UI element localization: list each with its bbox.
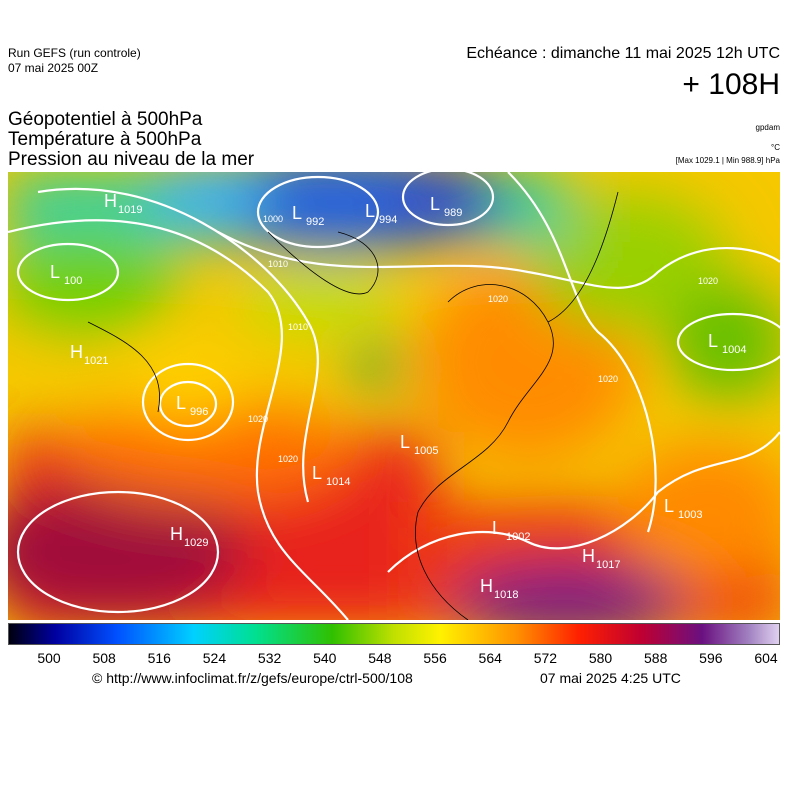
isobar-label: 1020 [248, 414, 268, 424]
isobar-label: 1020 [598, 374, 618, 384]
colorbar-label: 580 [588, 650, 613, 666]
colorbar-label: 556 [423, 650, 447, 666]
title: Géopotentiel à 500hPa [8, 109, 203, 130]
center-letter: L [492, 518, 502, 538]
pressure-center: L 1003 [664, 496, 702, 521]
colorbar-label: 540 [313, 650, 337, 666]
center-value: 1019 [118, 204, 142, 216]
pressure-center: L 996 [176, 393, 208, 418]
colorbar-label: 532 [257, 650, 282, 666]
colorbar-label: 596 [699, 650, 723, 666]
center-letter: H [70, 342, 83, 362]
pressure-center: L 994 [365, 201, 397, 226]
center-letter: L [664, 496, 674, 516]
colorbar-label: 572 [533, 650, 558, 666]
pressure-center: L 100 [50, 262, 82, 287]
center-letter: L [312, 463, 322, 483]
source-url: © http://www.infoclimat.fr/z/gefs/europe… [92, 670, 413, 686]
pressure-center: H 1017 [582, 546, 620, 571]
pressure-center: L 1002 [492, 518, 530, 543]
pressure-center: L 1004 [708, 331, 746, 356]
colorbar-label: 516 [147, 650, 171, 666]
center-value: 1017 [596, 559, 620, 571]
center-value: 1005 [414, 445, 438, 457]
pressure-center: H 1021 [70, 342, 108, 367]
center-value: 1004 [722, 344, 746, 356]
center-letter: H [104, 191, 117, 211]
pressure-center: H 1018 [480, 576, 518, 601]
run: Run GEFS (run controle) [8, 46, 141, 60]
center-letter: L [50, 262, 60, 282]
colorbar-label: 548 [368, 650, 392, 666]
center-value: 1018 [494, 589, 518, 601]
center-letter: H [170, 524, 183, 544]
center-value: 100 [64, 275, 82, 287]
center-letter: L [176, 393, 186, 413]
generated: 07 mai 2025 4:25 UTC [540, 670, 681, 686]
center-value: 1021 [84, 355, 108, 367]
center-letter: L [430, 194, 440, 214]
center-letter: H [480, 576, 493, 596]
colorbar-label: 604 [754, 650, 778, 666]
center-value: 1002 [506, 531, 530, 543]
center-value: 1003 [678, 509, 702, 521]
colorbar [8, 623, 780, 645]
colorbar-label: 508 [92, 650, 116, 666]
isobar-label: 1020 [278, 454, 298, 464]
center-value: 989 [444, 207, 462, 219]
unit: [Max 1029.1 | Min 988.9] hPa [675, 156, 780, 165]
pressure-center: H 1029 [170, 524, 208, 549]
center-letter: L [292, 203, 302, 223]
echeance: Echéance : dimanche 11 mai 2025 12h UTC [466, 45, 780, 62]
center-value: 996 [190, 406, 208, 418]
center-value: 1029 [184, 537, 208, 549]
colorbar-label: 500 [37, 650, 61, 666]
center-letter: L [708, 331, 718, 351]
center-letter: L [400, 432, 410, 452]
colorbar-label: 588 [644, 650, 668, 666]
unit: °C [771, 143, 780, 152]
pressure-center: L 1014 [312, 463, 350, 488]
isobar-label: 1000 [263, 214, 283, 224]
center-value: 992 [306, 216, 324, 228]
lead-time: + 108H [682, 68, 780, 101]
run-date: 07 mai 2025 00Z [8, 61, 99, 75]
isobar-label: 1010 [268, 259, 288, 269]
title: Pression au niveau de la mer [8, 149, 255, 170]
pressure-center: L 992 [292, 203, 324, 228]
title: Température à 500hPa [8, 129, 202, 150]
center-value: 1014 [326, 476, 350, 488]
colorbar-label: 564 [478, 650, 502, 666]
pressure-center: L 989 [430, 194, 462, 219]
center-letter: H [582, 546, 595, 566]
center-value: 994 [379, 214, 397, 226]
unit: gpdam [755, 123, 780, 132]
pressure-center: H 1019 [104, 191, 142, 216]
isobar-label: 1020 [488, 294, 508, 304]
pressure-center: L 1005 [400, 432, 438, 457]
isobar-label: 1010 [288, 322, 308, 332]
colorbar-label: 524 [202, 650, 227, 666]
isobar-label: 1020 [698, 276, 718, 286]
center-letter: L [365, 201, 375, 221]
